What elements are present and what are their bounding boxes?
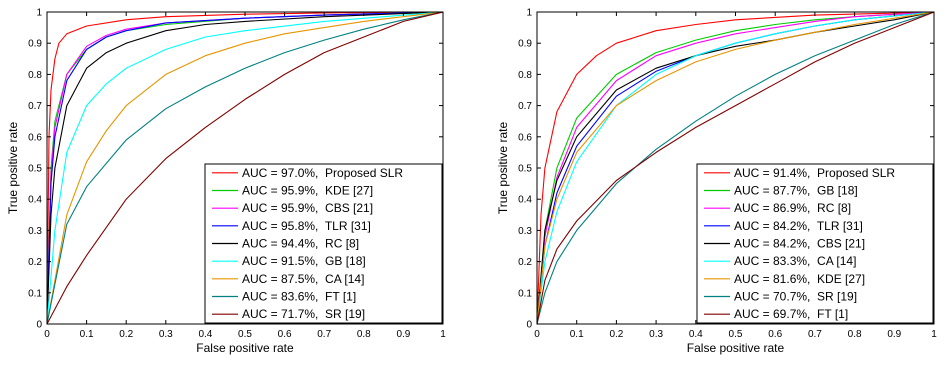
roc-curve-7 — [537, 12, 934, 324]
x-tick-label: 0.2 — [119, 329, 133, 340]
y-tick-label: 0.6 — [28, 132, 42, 143]
legend-entry-8: AUC = 83.6%, FT [1] — [242, 290, 356, 304]
chart-panel-2: 0 0.1 0.2 0.3 0.4 0.5 0.6 0.7 0.8 0.9 1 0 0.1 0.2 0.3 0… — [496, 8, 937, 356]
x-tick-label: 0.1 — [570, 329, 584, 340]
legend-entry-6: AUC = 91.5%, GB [18] — [242, 254, 366, 268]
x-tick-label: 0 — [44, 329, 50, 340]
x-tick-label: 0.4 — [689, 329, 703, 340]
y-tick-label: 1 — [526, 8, 532, 19]
legend-entry-6: AUC = 83.3%, CA [14] — [734, 254, 856, 268]
x-tick-label: 0.1 — [80, 329, 94, 340]
legend-entry-4: AUC = 95.8%, TLR [31] — [242, 219, 371, 233]
legend: AUC = 91.4%, Proposed SLR AUC = 87.7%, GB… — [696, 163, 934, 324]
legend-entry-9: AUC = 69.7%, FT [1] — [734, 307, 848, 321]
y-tick-label: 1 — [36, 8, 42, 19]
legend-entry-1: AUC = 91.4%, Proposed SLR — [734, 166, 895, 180]
y-tick-label: 0.7 — [28, 101, 42, 112]
x-tick-label: 0.3 — [649, 329, 663, 340]
roc-curve-8 — [537, 12, 934, 324]
roc-curve-1 — [537, 12, 934, 324]
y-tick-label: 0.5 — [518, 164, 532, 175]
legend-entry-2: AUC = 95.9%, KDE [27] — [242, 184, 373, 198]
legend-entry-8: AUC = 70.7%, SR [19] — [734, 290, 857, 304]
y-tick-label: 0.2 — [28, 257, 42, 268]
y-tick-label: 0.7 — [518, 101, 532, 112]
y-tick-label: 0 — [526, 320, 532, 331]
y-tick-label: 0.8 — [28, 70, 42, 81]
y-tick-label: 0 — [36, 320, 42, 331]
x-tick-label: 0.7 — [317, 329, 331, 340]
roc-curve-5 — [47, 12, 443, 324]
x-tick-label: 0.6 — [768, 329, 782, 340]
roc-curve-1 — [47, 12, 443, 324]
x-tick-label: 0 — [534, 329, 540, 340]
chart-panel-1: 0 0.1 0.2 0.3 0.4 0.5 0.6 0.7 0.8 0.9 1 0 0.1 0.2 0.3 0… — [6, 8, 446, 356]
x-tick-label: 0.3 — [159, 329, 173, 340]
legend-entry-4: AUC = 84.2%, TLR [31] — [734, 219, 863, 233]
legend-entry-7: AUC = 87.5%, CA [14] — [242, 272, 364, 286]
curves — [47, 12, 443, 324]
x-tick-label: 0.7 — [808, 329, 822, 340]
y-tick-label: 0.4 — [518, 195, 532, 206]
y-tick-label: 0.3 — [518, 226, 532, 237]
x-tick-label: 0.9 — [887, 329, 901, 340]
legend-entry-1: AUC = 97.0%, Proposed SLR — [242, 166, 403, 180]
roc-curve-9 — [537, 12, 934, 324]
curves — [537, 12, 934, 324]
y-tick-label: 0.1 — [28, 288, 42, 299]
roc-curve-9 — [47, 12, 443, 324]
legend-entry-9: AUC = 71.7%, SR [19] — [242, 307, 365, 321]
y-tick-label: 0.4 — [28, 195, 42, 206]
roc-curve-6 — [537, 12, 934, 324]
y-tick-label: 0.6 — [518, 132, 532, 143]
y-tick-label: 0.3 — [28, 226, 42, 237]
x-axis-label: False positive rate — [687, 341, 785, 355]
roc-curve-6 — [47, 12, 443, 324]
roc-curve-7 — [47, 12, 443, 324]
x-tick-label: 0.4 — [198, 329, 212, 340]
x-tick-label: 1 — [931, 329, 937, 340]
y-tick-label: 0.9 — [28, 39, 42, 50]
legend-box — [696, 163, 934, 324]
y-tick-label: 0.5 — [28, 164, 42, 175]
y-tick-label: 0.2 — [518, 257, 532, 268]
legend-entry-5: AUC = 94.4%, RC [8] — [242, 237, 359, 251]
roc-curve-2 — [537, 12, 934, 324]
roc-curve-4 — [47, 12, 443, 324]
x-tick-label: 0.5 — [238, 329, 252, 340]
legend-entry-5: AUC = 84.2%, CBS [21] — [734, 237, 865, 251]
legend-entry-3: AUC = 95.9%, CBS [21] — [242, 201, 373, 215]
y-axis-label: True positive rate — [496, 122, 510, 215]
legend-entry-3: AUC = 86.9%, RC [8] — [734, 201, 851, 215]
roc-curve-8 — [47, 12, 443, 324]
x-tick-label: 0.8 — [848, 329, 862, 340]
x-tick-label: 0.2 — [609, 329, 623, 340]
x-tick-label: 0.5 — [729, 329, 743, 340]
x-tick-label: 0.8 — [357, 329, 371, 340]
x-tick-label: 0.6 — [278, 329, 292, 340]
legend-box — [204, 163, 443, 324]
x-axis-label: False positive rate — [196, 341, 294, 355]
y-tick-label: 0.8 — [518, 70, 532, 81]
y-tick-label: 0.9 — [518, 39, 532, 50]
y-tick-label: 0.1 — [518, 288, 532, 299]
y-axis-label: True positive rate — [6, 122, 20, 215]
legend: AUC = 97.0%, Proposed SLR AUC = 95.9%, KD… — [204, 163, 443, 324]
legend-entry-7: AUC = 81.6%, KDE [27] — [734, 272, 865, 286]
x-tick-label: 0.9 — [396, 329, 410, 340]
legend-entry-2: AUC = 87.7%, GB [18] — [734, 184, 858, 198]
x-tick-label: 1 — [440, 329, 446, 340]
